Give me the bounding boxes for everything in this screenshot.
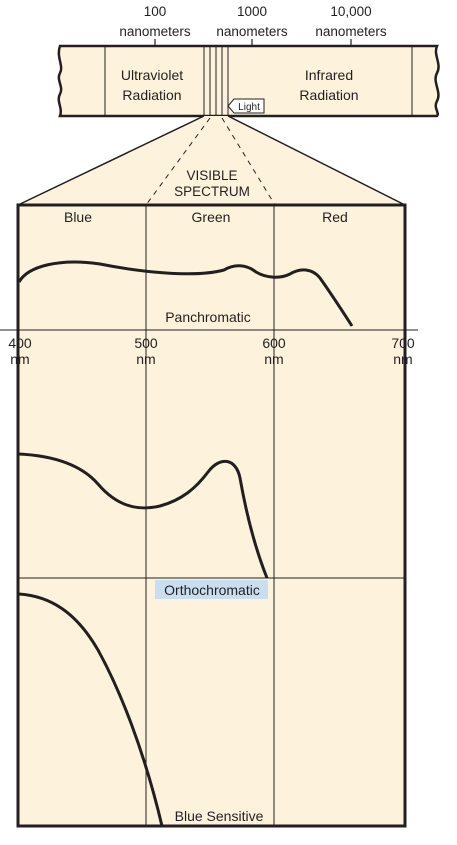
funnel-dash-left xyxy=(145,117,211,206)
orthochromatic-curve xyxy=(18,452,269,579)
header-red: Red xyxy=(322,209,348,225)
tick-100-unit: nanometers xyxy=(119,24,191,39)
tick-10000-value: 10,000 xyxy=(330,4,371,19)
top-scale: 100 nanometers 1000 nanometers 10,000 na… xyxy=(119,4,387,46)
axis-400-value: 400 xyxy=(8,335,32,351)
tick-10000-unit: nanometers xyxy=(315,24,387,39)
visible-spectrum-line2: SPECTRUM xyxy=(174,184,250,199)
infrared-label-line1: Infrared xyxy=(305,67,353,83)
panel-frame xyxy=(16,203,407,828)
axis-700-unit: nm xyxy=(393,351,412,367)
blue-sensitive-label: Blue Sensitive xyxy=(175,808,264,824)
band-strip-body xyxy=(57,44,440,118)
funnel-edge-right xyxy=(227,115,406,206)
axis-500-value: 500 xyxy=(134,335,158,351)
funnel-edge-left xyxy=(17,115,205,206)
orthochromatic-label: Orthochromatic xyxy=(164,582,260,598)
infrared-label-line2: Radiation xyxy=(299,87,358,103)
axis-700-value: 700 xyxy=(391,335,415,351)
blue-sensitive-curve xyxy=(18,592,164,827)
expansion-funnel: VISIBLE SPECTRUM xyxy=(17,115,406,206)
header-green: Green xyxy=(192,209,231,225)
axis-600-value: 600 xyxy=(262,335,286,351)
band-strip: Ultraviolet Radiation Infrared Radiation… xyxy=(57,44,440,118)
panchromatic-curve xyxy=(17,260,354,327)
axis-600-unit: nm xyxy=(264,351,283,367)
visible-spectrum-line1: VISIBLE xyxy=(186,168,237,183)
axis-500-unit: nm xyxy=(136,351,155,367)
tick-100-value: 100 xyxy=(144,4,167,19)
axis-400-unit: nm xyxy=(10,351,29,367)
tick-1000-value: 1000 xyxy=(237,4,267,19)
header-blue: Blue xyxy=(64,209,92,225)
sensitivity-panel: Blue Green Red 400 nm 500 nm 600 nm 700 … xyxy=(0,203,418,828)
light-callout-tag xyxy=(227,98,265,114)
funnel-dash-right xyxy=(221,117,276,206)
funnel-fill xyxy=(18,116,405,205)
orthochromatic-highlight xyxy=(155,580,268,599)
tick-1000-unit: nanometers xyxy=(216,24,288,39)
panchromatic-label: Panchromatic xyxy=(165,309,251,325)
ultraviolet-label-line2: Radiation xyxy=(122,87,181,103)
light-label: Light xyxy=(238,102,260,113)
ultraviolet-label-line1: Ultraviolet xyxy=(121,67,183,83)
